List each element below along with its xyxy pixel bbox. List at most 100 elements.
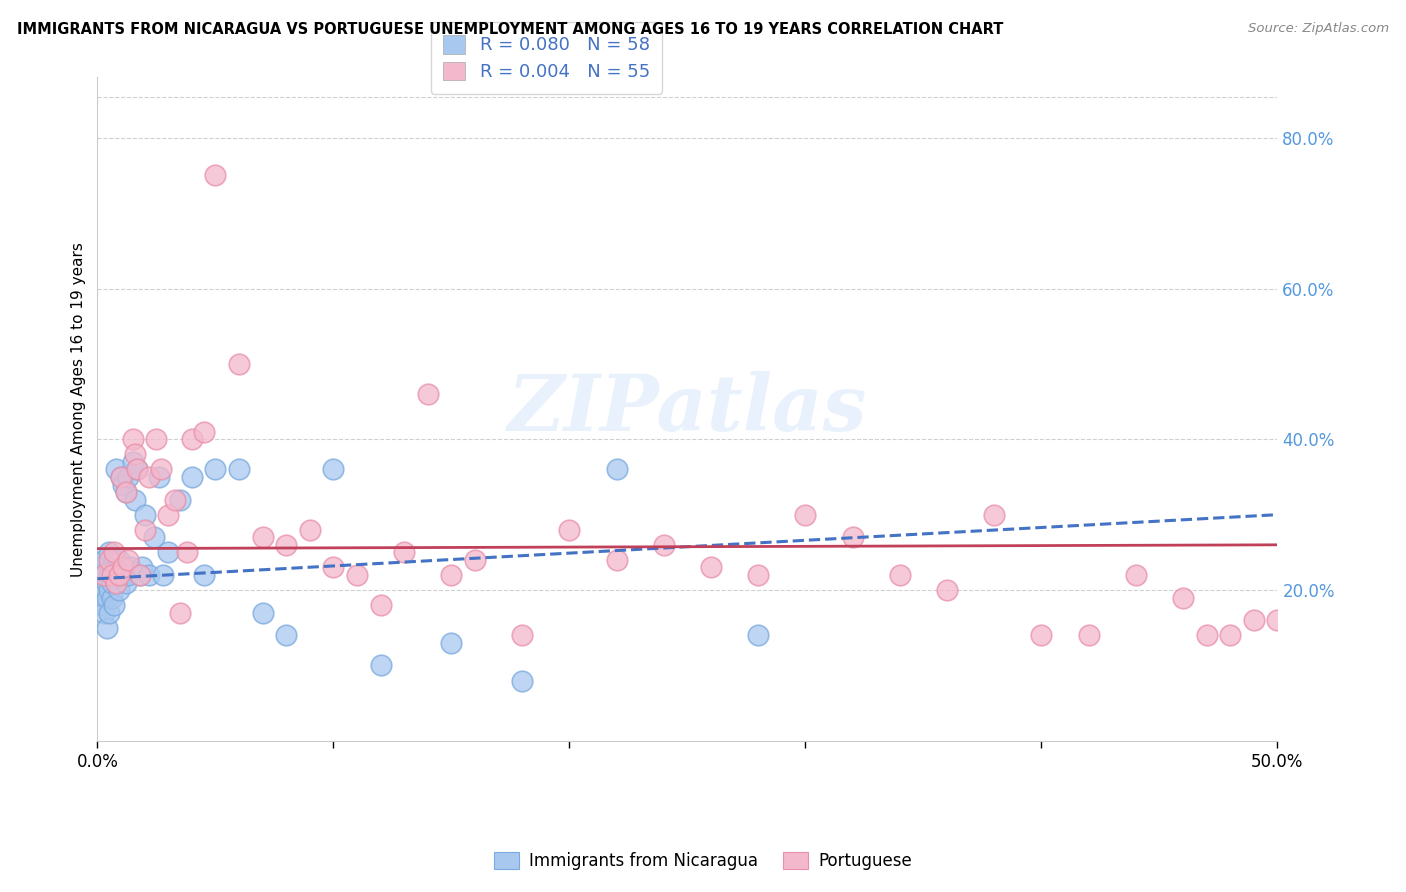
Point bbox=[124, 492, 146, 507]
Point bbox=[93, 606, 115, 620]
Point bbox=[276, 538, 298, 552]
Point bbox=[747, 568, 769, 582]
Point bbox=[112, 560, 135, 574]
Point bbox=[180, 432, 202, 446]
Point bbox=[1125, 568, 1147, 582]
Point bbox=[128, 568, 150, 582]
Point bbox=[91, 598, 114, 612]
Point bbox=[1171, 591, 1194, 605]
Point bbox=[121, 455, 143, 469]
Point bbox=[105, 560, 128, 574]
Point bbox=[110, 470, 132, 484]
Point bbox=[93, 583, 115, 598]
Point bbox=[105, 575, 128, 590]
Point bbox=[169, 606, 191, 620]
Point bbox=[510, 628, 533, 642]
Point bbox=[138, 568, 160, 582]
Point bbox=[114, 485, 136, 500]
Point bbox=[510, 673, 533, 688]
Point bbox=[127, 462, 149, 476]
Point bbox=[440, 636, 463, 650]
Point bbox=[93, 553, 115, 567]
Point bbox=[176, 545, 198, 559]
Point bbox=[112, 477, 135, 491]
Point bbox=[128, 568, 150, 582]
Point bbox=[98, 545, 121, 559]
Point bbox=[392, 545, 415, 559]
Point bbox=[100, 568, 122, 582]
Point bbox=[120, 560, 142, 574]
Point bbox=[105, 575, 128, 590]
Y-axis label: Unemployment Among Ages 16 to 19 years: Unemployment Among Ages 16 to 19 years bbox=[72, 242, 86, 576]
Point bbox=[165, 492, 187, 507]
Point bbox=[228, 462, 250, 476]
Point bbox=[794, 508, 817, 522]
Point bbox=[114, 575, 136, 590]
Point bbox=[100, 591, 122, 605]
Text: IMMIGRANTS FROM NICARAGUA VS PORTUGUESE UNEMPLOYMENT AMONG AGES 16 TO 19 YEARS C: IMMIGRANTS FROM NICARAGUA VS PORTUGUESE … bbox=[17, 22, 1004, 37]
Point bbox=[134, 508, 156, 522]
Point bbox=[416, 387, 439, 401]
Point bbox=[89, 560, 111, 574]
Point bbox=[841, 530, 863, 544]
Point bbox=[157, 545, 180, 559]
Point bbox=[322, 560, 344, 574]
Point bbox=[936, 583, 959, 598]
Point bbox=[96, 575, 118, 590]
Point bbox=[558, 523, 581, 537]
Point bbox=[228, 357, 250, 371]
Point bbox=[252, 606, 274, 620]
Point bbox=[464, 553, 486, 567]
Point bbox=[652, 538, 675, 552]
Point bbox=[103, 553, 125, 567]
Text: Source: ZipAtlas.com: Source: ZipAtlas.com bbox=[1249, 22, 1389, 36]
Point bbox=[150, 462, 173, 476]
Text: ZIPatlas: ZIPatlas bbox=[508, 371, 868, 448]
Point bbox=[983, 508, 1005, 522]
Point bbox=[1219, 628, 1241, 642]
Point bbox=[152, 568, 174, 582]
Point bbox=[889, 568, 911, 582]
Point bbox=[747, 628, 769, 642]
Point bbox=[370, 598, 392, 612]
Point bbox=[117, 568, 139, 582]
Point bbox=[145, 432, 167, 446]
Point bbox=[276, 628, 298, 642]
Point bbox=[180, 470, 202, 484]
Point bbox=[1267, 613, 1289, 627]
Point bbox=[103, 598, 125, 612]
Legend: Immigrants from Nicaragua, Portuguese: Immigrants from Nicaragua, Portuguese bbox=[488, 845, 918, 877]
Point bbox=[98, 583, 121, 598]
Point bbox=[100, 560, 122, 574]
Point bbox=[134, 523, 156, 537]
Point bbox=[1077, 628, 1099, 642]
Point bbox=[114, 485, 136, 500]
Point bbox=[204, 169, 226, 183]
Point bbox=[98, 606, 121, 620]
Point bbox=[370, 658, 392, 673]
Point bbox=[103, 545, 125, 559]
Point bbox=[91, 568, 114, 582]
Point bbox=[107, 568, 129, 582]
Point bbox=[606, 553, 628, 567]
Point bbox=[131, 560, 153, 574]
Point bbox=[346, 568, 368, 582]
Point bbox=[143, 530, 166, 544]
Point bbox=[107, 583, 129, 598]
Point bbox=[117, 470, 139, 484]
Point bbox=[112, 568, 135, 582]
Point bbox=[193, 425, 215, 439]
Point bbox=[148, 470, 170, 484]
Point bbox=[98, 568, 121, 582]
Point bbox=[606, 462, 628, 476]
Point bbox=[124, 447, 146, 461]
Point bbox=[298, 523, 321, 537]
Point bbox=[322, 462, 344, 476]
Point bbox=[98, 553, 121, 567]
Point bbox=[110, 470, 132, 484]
Point bbox=[103, 568, 125, 582]
Point bbox=[117, 553, 139, 567]
Point bbox=[1031, 628, 1053, 642]
Point bbox=[93, 568, 115, 582]
Point bbox=[107, 553, 129, 567]
